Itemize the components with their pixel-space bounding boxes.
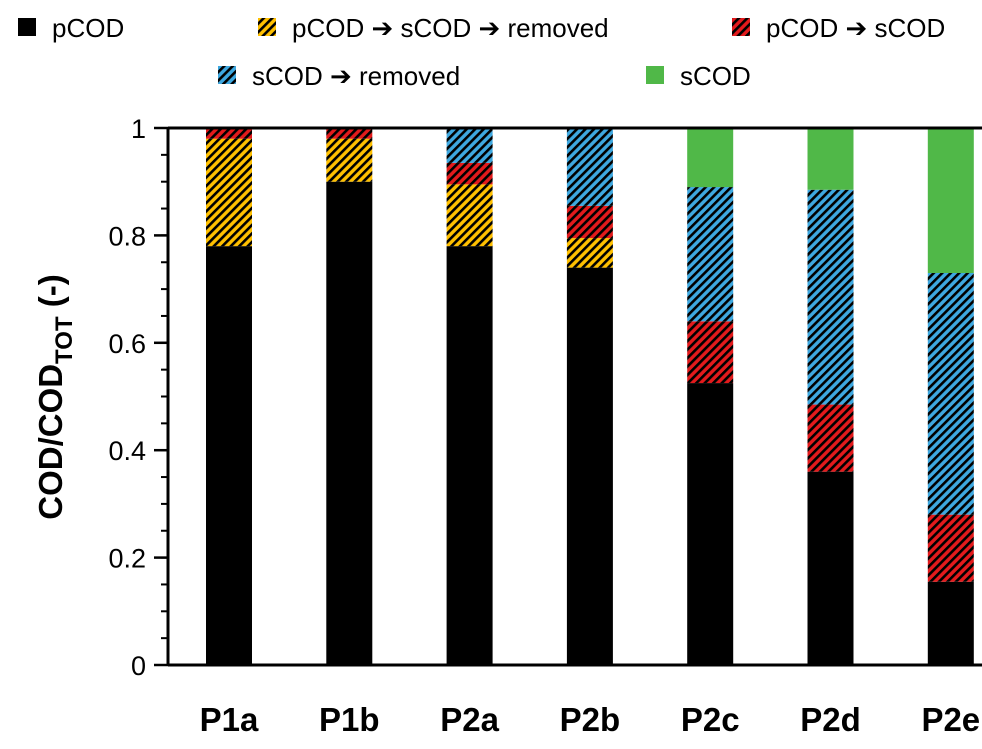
legend-swatch-1 bbox=[258, 18, 276, 36]
bar-P1b-pcod-scod-removed bbox=[326, 138, 373, 182]
x-tick-label-P2c: P2c bbox=[681, 701, 740, 738]
bar-P2e-pcod-scod bbox=[927, 514, 974, 582]
bar-P2c-scod bbox=[687, 128, 734, 188]
y-tick-label: 1 bbox=[131, 114, 146, 144]
bar-P2b-scod-removed bbox=[566, 128, 613, 206]
x-tick-label-P2a: P2a bbox=[440, 701, 499, 738]
y-axis-title: COD/CODTOT (-) bbox=[32, 274, 78, 520]
bars bbox=[206, 128, 974, 665]
bar-P2d-pcod bbox=[807, 471, 854, 665]
bar-P2e-pcod bbox=[927, 581, 974, 665]
bar-P2b-pcod-scod-removed bbox=[566, 238, 613, 268]
legend-swatch-2 bbox=[732, 18, 750, 36]
bar-P2b-pcod bbox=[566, 267, 613, 665]
bar-P2c-pcod-scod bbox=[687, 321, 734, 384]
legend-label-3: sCOD ➔ removed bbox=[252, 61, 460, 91]
x-tick-label-P1a: P1a bbox=[200, 701, 259, 738]
y-tick-label: 0.8 bbox=[108, 221, 146, 251]
bar-P2a-pcod bbox=[446, 246, 493, 665]
legend-label-1: pCOD ➔ sCOD ➔ removed bbox=[292, 13, 609, 43]
legend-swatch-0 bbox=[18, 18, 36, 36]
bar-P2c-scod-removed bbox=[687, 187, 734, 322]
bar-P2d-scod bbox=[807, 128, 854, 190]
bar-P2e-scod bbox=[927, 128, 974, 273]
axes: P1a P1b P2a P2b P2c P2d P2e 0 0.2 0.4 0.6 0.8 1 bbox=[108, 114, 982, 738]
bar-P1a-pcod-scod-removed bbox=[206, 138, 252, 247]
bar-P2e-scod-removed bbox=[927, 272, 974, 515]
legend-swatch-3 bbox=[218, 66, 236, 84]
bar-P1a-pcod bbox=[206, 246, 252, 665]
y-tick-label: 0.2 bbox=[108, 544, 146, 574]
legend-swatch-4 bbox=[646, 66, 664, 84]
bar-P1a-pcod-scod bbox=[206, 128, 252, 139]
bar-P2d-pcod-scod bbox=[807, 404, 854, 472]
x-tick-label-P1b: P1b bbox=[319, 701, 380, 738]
bar-P1b-pcod-scod bbox=[326, 128, 373, 139]
x-tick-label-P2d: P2d bbox=[800, 701, 861, 738]
bar-P2b-pcod-scod bbox=[566, 205, 613, 239]
legend: pCOD pCOD ➔ sCOD ➔ removed pCOD ➔ sCOD sCOD… bbox=[18, 13, 945, 91]
legend-label-2: pCOD ➔ sCOD bbox=[766, 13, 945, 43]
x-tick-label-P2e: P2e bbox=[921, 701, 980, 738]
y-tick-label: 0 bbox=[131, 651, 146, 681]
y-tick-label: 0.4 bbox=[108, 436, 146, 466]
legend-label-0: pCOD bbox=[52, 13, 124, 43]
bar-P2a-pcod-scod-removed bbox=[446, 184, 493, 247]
bar-P2a-scod-removed bbox=[446, 128, 493, 163]
bar-P2d-scod-removed bbox=[807, 189, 854, 405]
y-tick-label: 0.6 bbox=[108, 329, 146, 359]
legend-label-4: sCOD bbox=[680, 61, 751, 91]
bar-P1b-pcod bbox=[326, 181, 373, 665]
bar-P2c-pcod bbox=[687, 383, 734, 665]
bar-P2a-pcod-scod bbox=[446, 162, 493, 185]
x-tick-label-P2b: P2b bbox=[560, 701, 621, 738]
